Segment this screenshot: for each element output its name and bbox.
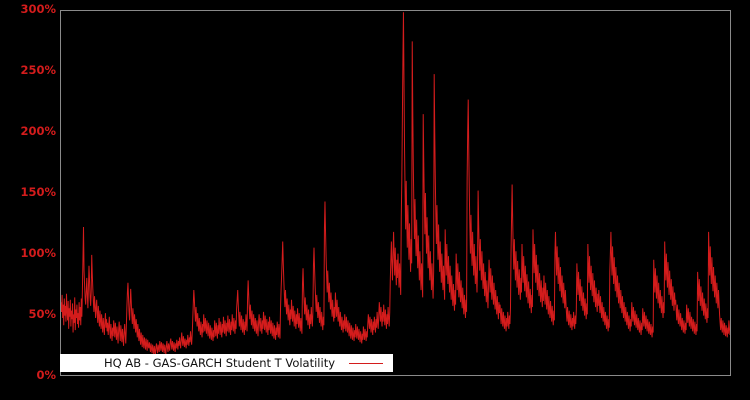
y-tick-300: 300% — [20, 2, 56, 16]
y-axis-tick-labels: 300% 250% 200% 150% 100% 50% 0% — [0, 0, 56, 400]
plot-area — [60, 10, 731, 376]
legend-label: HQ AB - GAS-GARCH Student T Volatility — [104, 356, 336, 370]
y-tick-0: 0% — [36, 368, 56, 382]
y-tick-100: 100% — [20, 246, 56, 260]
y-tick-50: 50% — [28, 307, 56, 321]
y-tick-250: 250% — [20, 63, 56, 77]
y-tick-150: 150% — [20, 185, 56, 199]
volatility-series-svg — [61, 11, 730, 375]
legend-line-sample — [349, 362, 384, 364]
y-tick-200: 200% — [20, 124, 56, 138]
volatility-line — [61, 12, 730, 355]
legend: HQ AB - GAS-GARCH Student T Volatility — [60, 354, 394, 372]
